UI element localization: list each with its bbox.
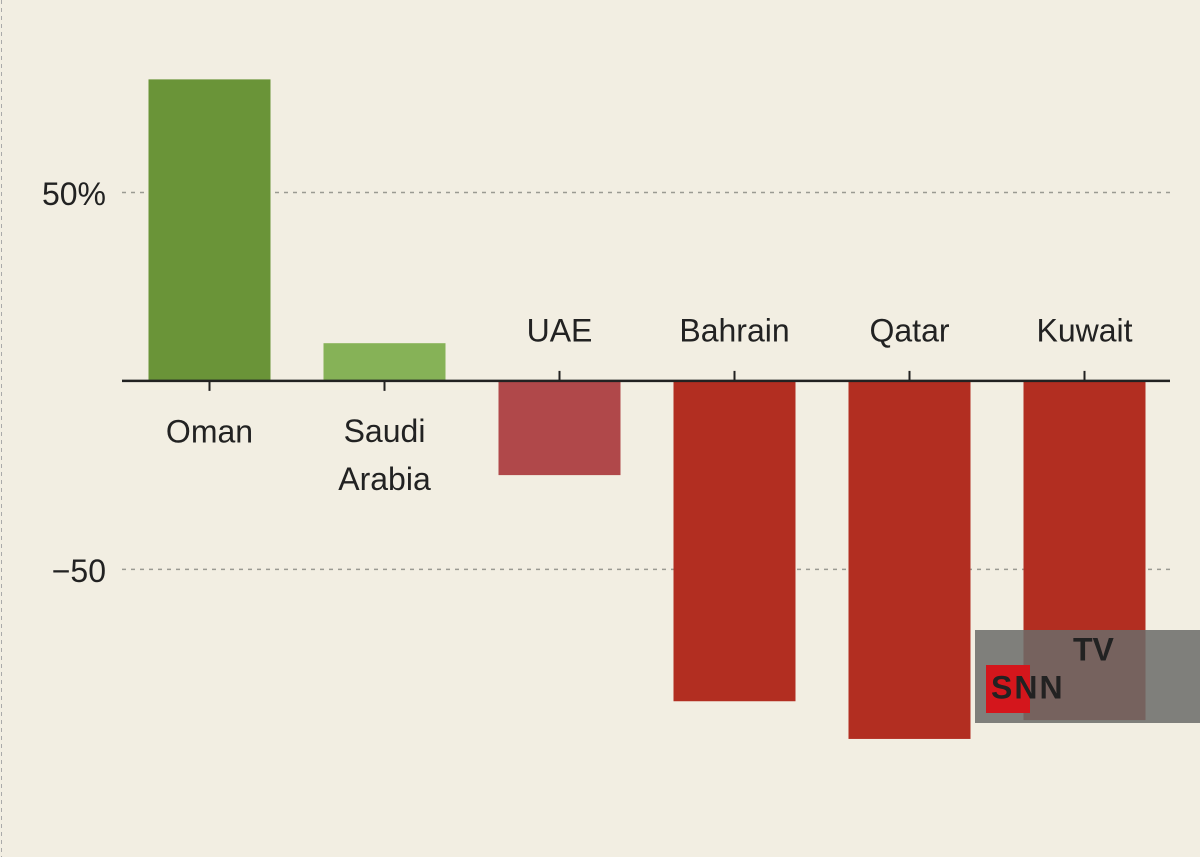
bar — [498, 380, 621, 476]
watermark-s-box — [986, 665, 1030, 713]
bar — [673, 380, 796, 702]
x-tick-label: Qatar — [869, 312, 949, 348]
bar — [848, 380, 971, 739]
watermark-brand: SNN — [991, 669, 1065, 705]
x-tick-label: UAE — [527, 312, 593, 348]
bar — [148, 79, 271, 381]
x-tick-label: Saudi Arabia — [338, 413, 431, 497]
x-tick-label: Bahrain — [679, 312, 789, 348]
y-tick-label: 50% — [42, 176, 106, 212]
x-tick-label: Kuwait — [1036, 312, 1132, 348]
bar — [323, 343, 446, 381]
y-tick-label: −50 — [52, 553, 106, 589]
watermark-badge: TV — [1073, 631, 1115, 667]
x-tick-label: Oman — [166, 413, 253, 449]
